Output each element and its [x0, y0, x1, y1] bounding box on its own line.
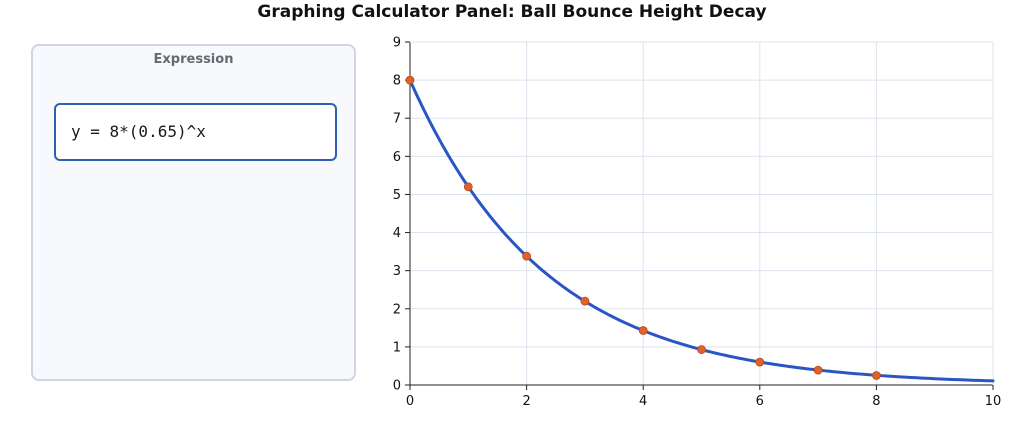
expression-panel-label: Expression	[153, 52, 234, 67]
data-point	[755, 357, 765, 367]
data-point	[405, 75, 415, 85]
x-tick-label: 8	[872, 394, 880, 409]
x-tick-label: 10	[985, 394, 1002, 409]
y-tick-label: 2	[393, 302, 401, 317]
data-point	[872, 371, 881, 380]
x-tick-label: 4	[639, 394, 647, 409]
data-point	[463, 182, 473, 192]
data-point	[697, 345, 706, 354]
x-tick-label: 6	[756, 394, 764, 409]
y-tick-label: 6	[393, 150, 401, 165]
data-point	[522, 251, 531, 261]
y-tick-label: 4	[393, 226, 401, 241]
y-tick-label: 9	[393, 36, 401, 51]
expression-input[interactable]: y = 8*(0.65)^x	[54, 103, 337, 161]
y-tick-label: 0	[393, 379, 401, 394]
y-tick-label: 5	[393, 188, 401, 203]
chart-title: Graphing Calculator Panel: Ball Bounce H…	[257, 2, 767, 22]
x-tick-label: 0	[406, 394, 414, 409]
expression-text: y = 8*(0.65)^x	[71, 122, 206, 141]
data-point	[813, 365, 823, 375]
data-point	[580, 296, 590, 306]
expression-panel: Expression y = 8*(0.65)^x	[31, 44, 356, 381]
y-tick-label: 7	[393, 112, 401, 127]
decay-curve	[408, 78, 995, 383]
y-tick-label: 3	[393, 264, 401, 279]
data-point	[638, 326, 648, 335]
y-tick-label: 8	[393, 74, 401, 89]
y-tick-label: 1	[393, 340, 401, 355]
x-tick-label: 2	[522, 394, 530, 409]
